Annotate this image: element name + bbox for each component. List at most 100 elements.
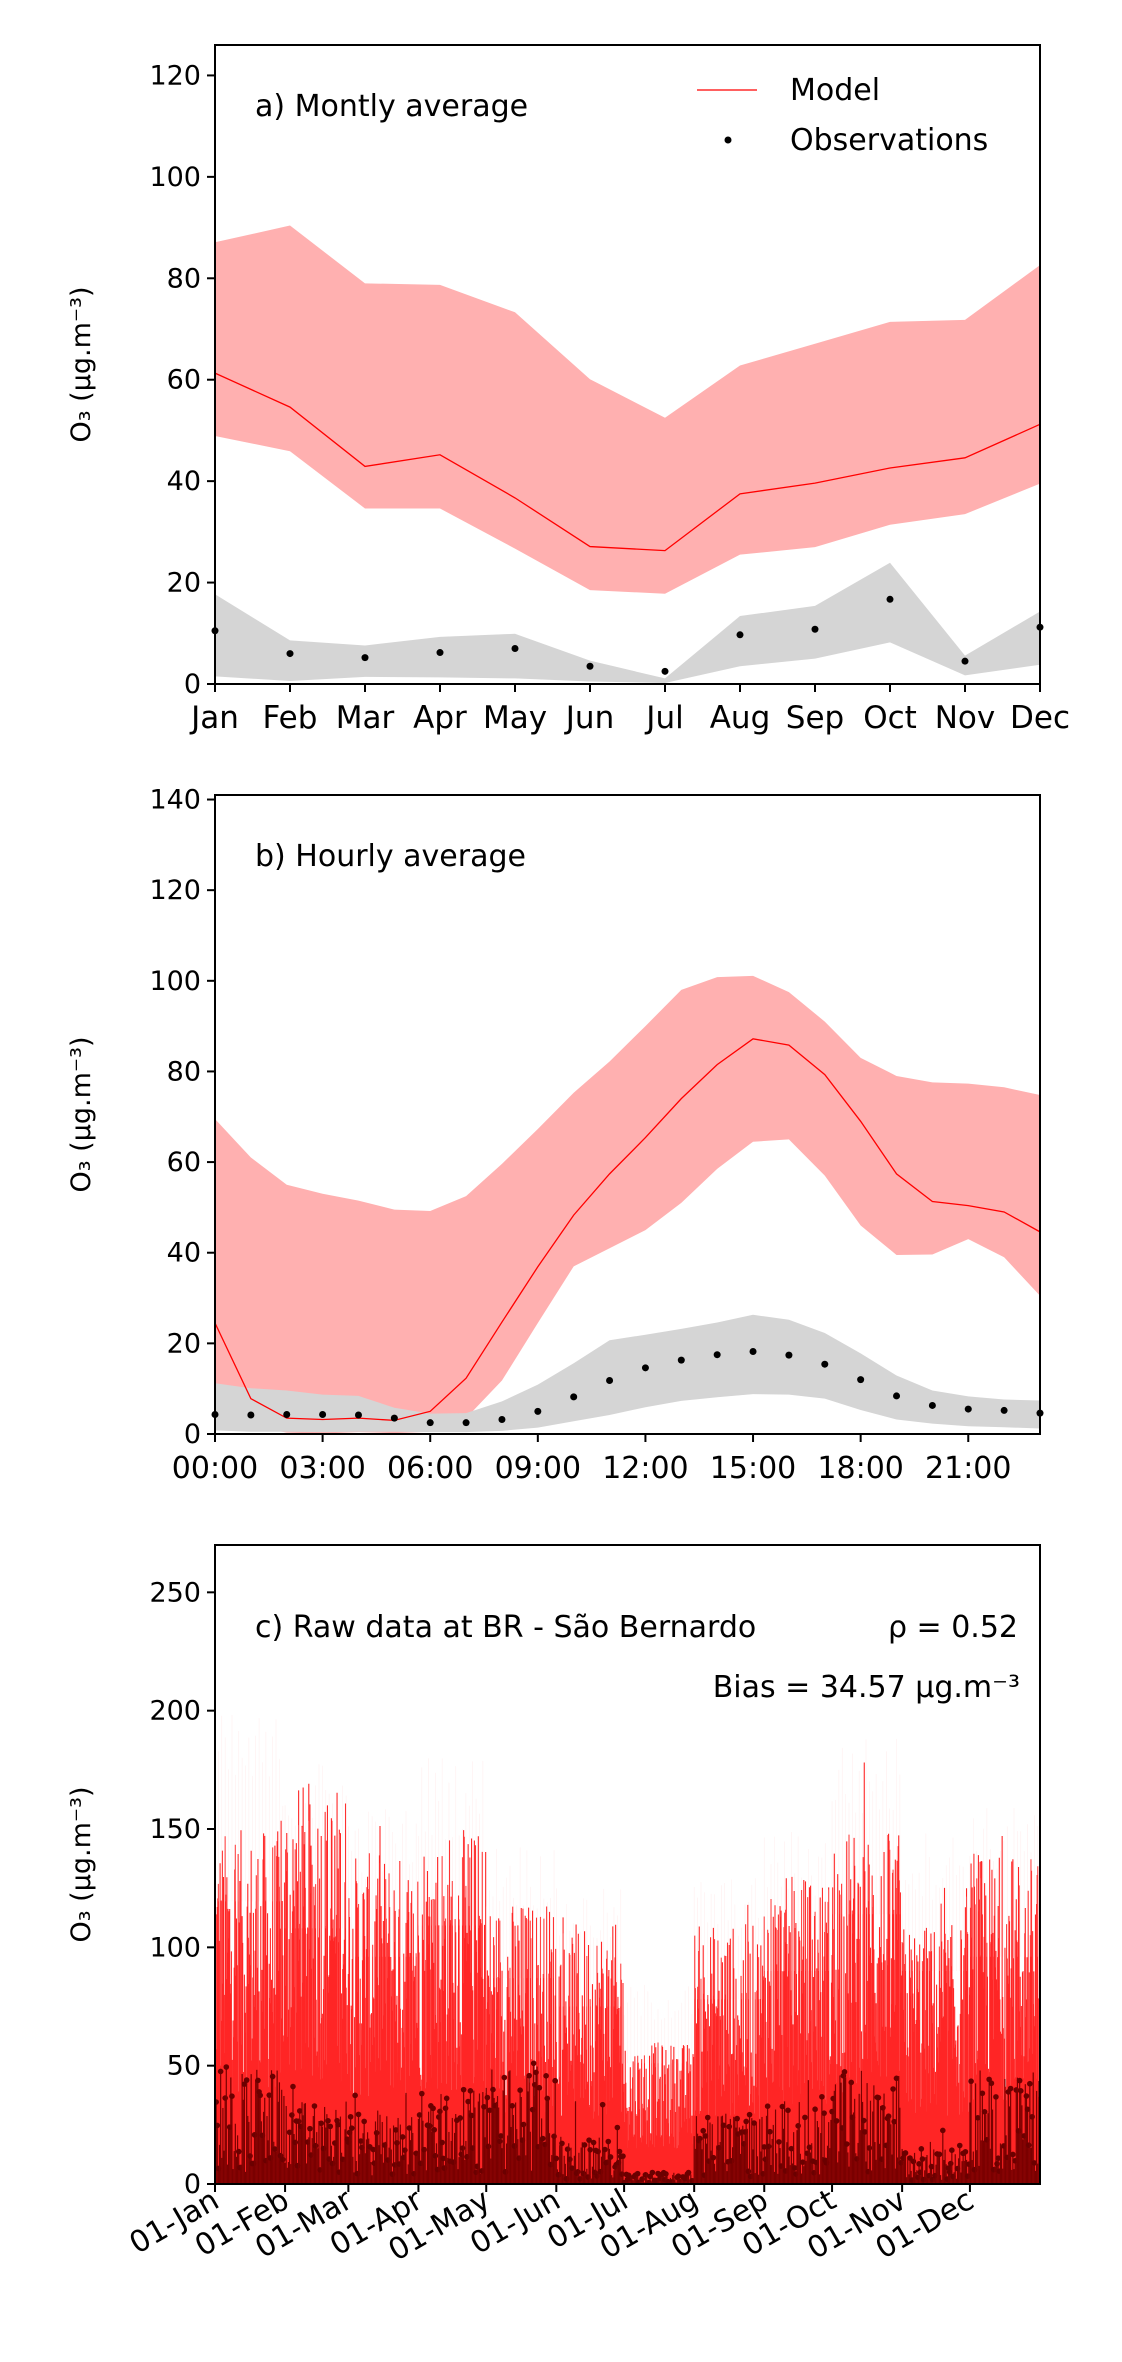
x-tick-label: Jul <box>644 700 683 736</box>
observation-point <box>440 2155 447 2162</box>
x-tick-label: Mar <box>336 700 395 736</box>
observation-point <box>833 2118 840 2124</box>
observation-point <box>791 2165 798 2171</box>
observation-point <box>655 2170 661 2177</box>
observation-point <box>348 2125 355 2131</box>
observation-point <box>355 2111 362 2118</box>
y-tick-label: 0 <box>184 2169 201 2200</box>
observation-point <box>749 1348 757 1356</box>
observation-point <box>746 2111 753 2118</box>
observation-point <box>462 1419 470 1427</box>
observation-point <box>751 2120 757 2126</box>
observation-point <box>866 2145 873 2151</box>
axes-frame <box>214 1544 1041 2185</box>
observation-point <box>779 2103 786 2110</box>
observation-point <box>649 2169 656 2176</box>
observation-point <box>788 2145 795 2152</box>
observation-point <box>875 2094 882 2101</box>
observation-point <box>570 1393 578 1401</box>
observation-point <box>726 2123 733 2130</box>
observation-point <box>663 2171 669 2177</box>
observation-point <box>465 2098 471 2105</box>
y-tick-label: 60 <box>167 365 201 396</box>
x-tick-label: Dec <box>1010 700 1070 736</box>
observation-point <box>335 2121 341 2128</box>
observation-point <box>586 662 594 670</box>
observation-point <box>964 1405 972 1413</box>
observation-point <box>402 2147 408 2153</box>
observation-point <box>956 2142 963 2149</box>
observation-point <box>269 2073 276 2080</box>
observation-point <box>785 2107 791 2114</box>
observation-point <box>431 2126 438 2133</box>
observation-point <box>893 1392 901 1400</box>
observation-point <box>602 2146 608 2153</box>
observation-point <box>993 2094 999 2100</box>
observation-point <box>907 2155 913 2161</box>
y-tick-label: 80 <box>167 263 201 294</box>
observation-point <box>776 2139 782 2145</box>
observation-point <box>311 2103 318 2109</box>
observation-point <box>1023 2093 1030 2099</box>
y-tick-label: 120 <box>149 60 201 91</box>
legend-model-label: Model <box>790 73 880 108</box>
observation-point <box>885 2113 892 2120</box>
observation-point <box>919 2156 926 2162</box>
y-tick-label: 0 <box>184 669 201 700</box>
observation-point <box>426 1419 434 1427</box>
observation-point <box>1025 2142 1032 2148</box>
observation-point <box>581 2142 588 2148</box>
observation-point <box>606 1377 614 1385</box>
observation-point <box>743 2118 749 2125</box>
observation-point <box>614 2124 621 2131</box>
observation-point <box>272 2146 278 2152</box>
plot-area <box>215 1715 1040 2184</box>
observation-point <box>496 2138 503 2145</box>
observation-point <box>765 2143 772 2150</box>
observation-point <box>812 2106 818 2113</box>
observation-point <box>393 2127 399 2133</box>
observation-point <box>569 2165 575 2171</box>
observation-point <box>1031 2160 1038 2166</box>
observation-point <box>490 2086 496 2093</box>
observation-point <box>981 2109 988 2115</box>
legend-observations-label: Observations <box>790 123 988 158</box>
observation-point <box>811 625 819 633</box>
observation-point <box>848 2079 855 2086</box>
x-tick-label: 15:00 <box>710 1451 796 1486</box>
model-line <box>214 1038 1041 1422</box>
observation-point <box>223 2064 230 2070</box>
panel-raw-data: 05010015020025001-Jan01-Feb01-Mar01-Apr0… <box>66 1544 1041 2268</box>
observation-point <box>745 2168 752 2175</box>
observation-point <box>533 2069 539 2076</box>
bias-stat: Bias = 34.57 μg.m⁻³ <box>713 1670 1020 1705</box>
observation-point <box>916 2161 922 2167</box>
observation-point <box>370 2146 377 2153</box>
observation-point <box>327 2123 334 2130</box>
y-tick-label: 40 <box>167 466 201 497</box>
x-tick-label: Jan <box>189 700 239 736</box>
observation-point <box>286 650 294 658</box>
observation-point <box>702 2133 709 2139</box>
observation-point <box>1000 1406 1008 1414</box>
y-axis-label: O₃ (μg.m⁻³) <box>66 1036 97 1192</box>
x-tick-label: 21:00 <box>925 1451 1011 1486</box>
observation-point <box>460 2086 467 2093</box>
observation-point <box>862 2129 868 2135</box>
observation-point <box>520 2121 527 2128</box>
observation-point <box>247 2153 253 2159</box>
observation-point <box>605 2138 612 2145</box>
observation-point <box>498 2133 504 2139</box>
observation-point <box>1027 2080 1033 2087</box>
observation-point <box>235 2148 242 2155</box>
observation-point <box>390 1414 398 1422</box>
x-tick-label: Oct <box>863 700 917 736</box>
x-tick-label: Apr <box>413 700 467 736</box>
observation-point <box>704 2114 711 2121</box>
y-tick-label: 250 <box>149 1577 201 1608</box>
observation-point <box>485 2143 492 2150</box>
observation-point <box>534 1407 542 1415</box>
observation-point <box>432 2152 439 2159</box>
y-tick-label: 40 <box>167 1238 201 1269</box>
